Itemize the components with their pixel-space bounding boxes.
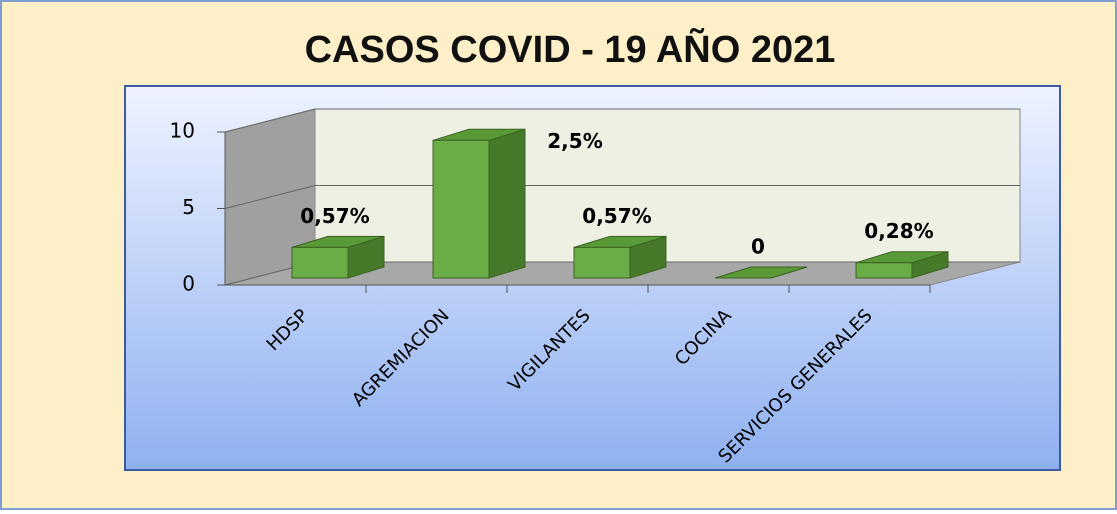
data-label: 0,57% [300, 204, 369, 228]
bar [291, 235, 385, 279]
chart-title: CASOS COVID - 19 AÑO 2021 [305, 27, 836, 71]
y-tick-label: 5 [182, 195, 195, 219]
bar-front [573, 246, 631, 279]
bar [573, 235, 667, 279]
bar [714, 266, 808, 279]
data-label: 0 [751, 235, 765, 259]
bar-front [855, 262, 913, 279]
grid-line [224, 185, 316, 209]
y-tick-label: 0 [182, 272, 195, 296]
data-label: 2,5% [547, 129, 602, 153]
data-label: 0,57% [582, 204, 651, 228]
data-label: 0,28% [864, 219, 933, 243]
bar [855, 251, 949, 279]
y-tick-label: 10 [170, 119, 195, 143]
bar-side [488, 128, 526, 279]
bar [432, 128, 526, 279]
bar-front [291, 246, 349, 279]
grid-line [224, 108, 316, 133]
bar-front [432, 139, 490, 279]
